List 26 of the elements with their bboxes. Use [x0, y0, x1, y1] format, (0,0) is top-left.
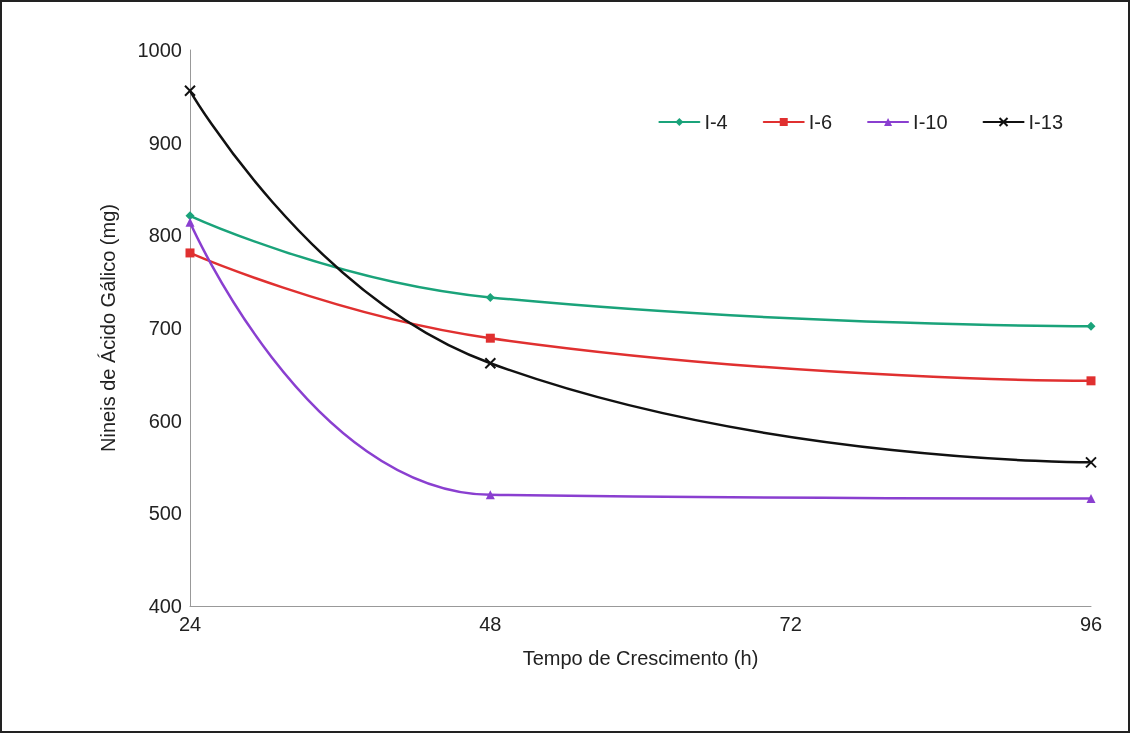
y-tick-label: 800	[148, 224, 182, 247]
point	[184, 84, 196, 97]
y-tick-label: 600	[148, 409, 182, 432]
x-tick-label: 96	[1079, 613, 1103, 635]
y-tick-label: 700	[148, 317, 182, 339]
legend-label: I-13	[1028, 111, 1064, 133]
point	[1086, 321, 1096, 331]
point	[485, 333, 495, 343]
point	[185, 211, 195, 221]
legend-label: I-6	[808, 111, 833, 133]
point	[484, 357, 497, 370]
point	[185, 248, 195, 258]
point	[1086, 376, 1096, 386]
y-tick-label: 900	[148, 131, 182, 154]
point	[185, 217, 195, 227]
point	[485, 292, 495, 302]
x-axis-title: Tempo de Crescimento (h)	[522, 647, 759, 669]
point	[1085, 456, 1097, 469]
legend-label: I-4	[704, 111, 728, 133]
point	[1086, 494, 1096, 504]
x-tick-label: 48	[479, 613, 502, 635]
y-axis-title: Nineis de Ácido Gálico (mg)	[97, 204, 119, 452]
y-tick-label: 500	[148, 502, 182, 525]
legend-label: I-10	[913, 111, 948, 133]
x-tick-label: 72	[779, 613, 802, 635]
y-tick-label: 1000	[137, 39, 182, 61]
